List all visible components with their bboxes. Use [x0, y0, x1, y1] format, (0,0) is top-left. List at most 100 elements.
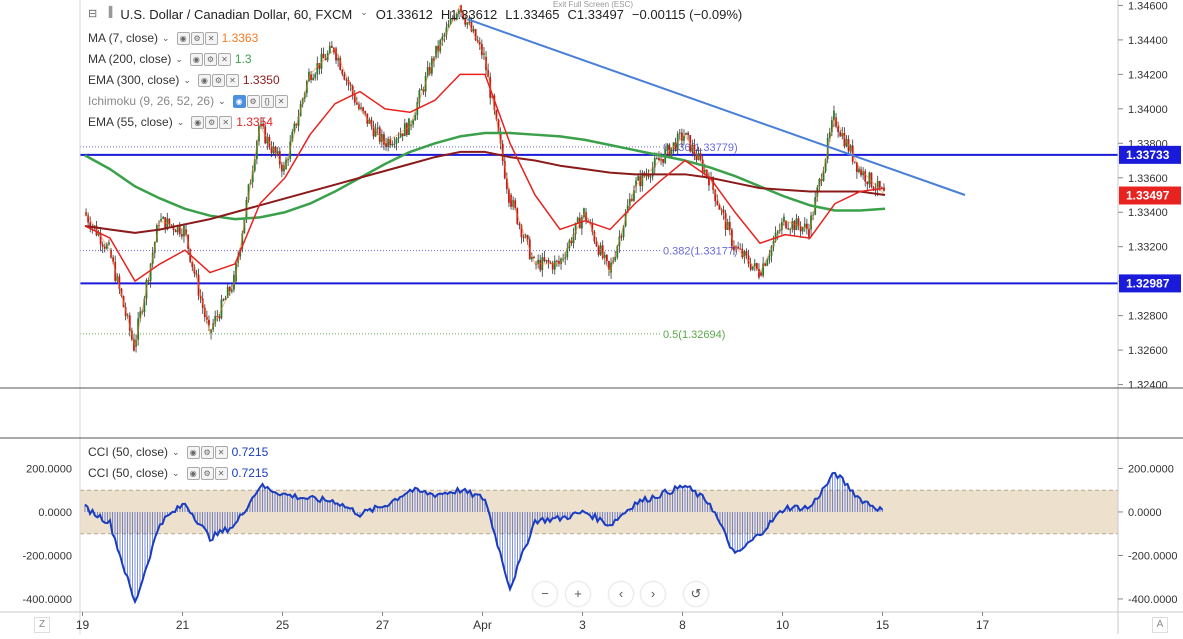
candle-body: [564, 257, 567, 259]
candle-body: [699, 153, 702, 160]
reset-chart-button[interactable]: ↺: [684, 582, 708, 606]
timezone-corner-button[interactable]: Z: [34, 617, 50, 633]
auto-scale-button[interactable]: A: [1152, 617, 1168, 633]
chevron-down-icon[interactable]: ⌄: [360, 7, 368, 17]
candle-body: [753, 263, 756, 267]
indicator-legend[interactable]: EMA (55, close) ⌄ ◉ ⚙ ✕ 1.3354: [88, 115, 273, 129]
candle-body: [797, 218, 800, 227]
settings-icon[interactable]: ⚙: [190, 31, 204, 45]
chevron-down-icon[interactable]: ⌄: [183, 74, 191, 85]
candle-body: [572, 234, 575, 244]
indicator-legend[interactable]: EMA (300, close) ⌄ ◉ ⚙ ✕ 1.3350: [88, 73, 280, 87]
close-icon[interactable]: ✕: [219, 115, 233, 129]
series-line-2: [84, 131, 886, 221]
candle-body: [514, 200, 517, 209]
settings-icon[interactable]: ⚙: [200, 445, 214, 459]
candle-body: [343, 74, 346, 80]
candle-body: [824, 159, 827, 172]
close-icon[interactable]: ✕: [204, 31, 218, 45]
settings-icon[interactable]: ⚙: [205, 115, 219, 129]
candle-body: [474, 29, 477, 41]
candle-body: [562, 258, 565, 260]
zoom-out-button[interactable]: −: [533, 582, 557, 606]
visibility-icon[interactable]: ◉: [186, 445, 200, 459]
close-icon[interactable]: ✕: [214, 466, 228, 480]
candle-body: [280, 164, 283, 172]
candle-body: [616, 246, 619, 258]
chevron-down-icon[interactable]: ⌄: [172, 467, 180, 478]
candle-body: [620, 236, 623, 238]
candle-body: [503, 160, 506, 179]
scroll-right-button[interactable]: ›: [641, 582, 665, 606]
candle-body: [670, 147, 673, 157]
indicator-legend[interactable]: MA (7, close) ⌄ ◉ ⚙ ✕ 1.3363: [88, 31, 258, 45]
candle-body: [603, 254, 606, 258]
candle-body: [291, 131, 294, 142]
candle-body: [195, 273, 198, 275]
candle-body: [818, 179, 821, 188]
candle-body: [118, 276, 121, 289]
source-icon[interactable]: {}: [260, 94, 274, 108]
visibility-icon[interactable]: ◉: [186, 466, 200, 480]
candle-body: [385, 143, 387, 147]
indicator-legend[interactable]: Ichimoku (9, 26, 52, 26) ⌄ ◉ ⚙{} ✕: [88, 94, 292, 108]
cci-left-tick-label: -400.0000: [22, 594, 72, 606]
settings-icon[interactable]: ⚙: [200, 466, 214, 480]
collapse-icon[interactable]: ⊟: [88, 8, 98, 20]
chevron-down-icon[interactable]: ⌄: [172, 446, 180, 457]
candle-body: [412, 120, 415, 125]
price-tick-label: 1.34600: [1128, 0, 1168, 12]
close-icon[interactable]: ✕: [225, 73, 239, 87]
candle-body: [176, 225, 179, 233]
candle-body: [174, 230, 177, 233]
candle-body: [855, 162, 858, 173]
candle-body: [391, 143, 394, 146]
candles: [85, 4, 885, 353]
settings-icon[interactable]: ⚙: [246, 94, 260, 108]
close-icon[interactable]: ✕: [214, 445, 228, 459]
candle-body: [683, 135, 685, 141]
candle-body: [799, 226, 802, 232]
cci-legend[interactable]: CCI (50, close) ⌄ ◉ ⚙ ✕ 0.7215: [88, 445, 268, 459]
candle-body: [270, 147, 273, 153]
flag-icon: ▐: [105, 7, 113, 18]
chevron-down-icon[interactable]: ⌄: [176, 116, 185, 127]
visibility-icon[interactable]: ◉: [191, 115, 205, 129]
candle-body: [378, 127, 381, 142]
candle-body: [755, 263, 758, 270]
candle-body: [585, 212, 587, 221]
candle-body: [601, 245, 604, 258]
close-icon[interactable]: ✕: [217, 52, 231, 66]
candle-body: [410, 124, 412, 127]
scroll-left-button[interactable]: ‹: [609, 582, 633, 606]
visibility-icon[interactable]: ◉: [189, 52, 203, 66]
exit-fullscreen-hint[interactable]: Exit Full Screen (ESC): [553, 0, 634, 9]
chevron-down-icon[interactable]: ⌄: [162, 32, 170, 43]
indicator-legend[interactable]: MA (200, close) ⌄ ◉ ⚙ ✕ 1.3: [88, 52, 252, 66]
title-row: ⊟ ▐ U.S. Dollar / Canadian Dollar, 60, F…: [88, 7, 742, 22]
zoom-in-button[interactable]: +: [566, 582, 590, 606]
candle-body: [839, 132, 842, 137]
candle-body: [510, 195, 512, 207]
candle-body: [199, 295, 202, 299]
candle-body: [128, 315, 131, 331]
candle-body: [330, 45, 333, 48]
settings-icon[interactable]: ⚙: [203, 52, 217, 66]
close-icon[interactable]: ✕: [274, 94, 288, 108]
visibility-icon[interactable]: ◉: [197, 73, 211, 87]
cci-legend[interactable]: CCI (50, close) ⌄ ◉ ⚙ ✕ 0.7215: [88, 466, 268, 480]
candle-body: [266, 136, 269, 144]
candle-body: [653, 158, 656, 168]
candle-body: [555, 260, 558, 262]
ohlc-low: L1.33465: [505, 7, 560, 22]
chevron-down-icon[interactable]: ⌄: [175, 53, 183, 64]
candle-body: [674, 142, 677, 151]
chevron-down-icon[interactable]: ⌄: [218, 95, 226, 106]
settings-icon[interactable]: ⚙: [211, 73, 225, 87]
candle-body: [478, 42, 481, 45]
legend-value: 1.3354: [236, 115, 273, 129]
visibility-icon[interactable]: ◉: [232, 94, 246, 108]
visibility-icon[interactable]: ◉: [176, 31, 190, 45]
symbol-title[interactable]: U.S. Dollar / Canadian Dollar, 60, FXCM: [120, 7, 353, 22]
